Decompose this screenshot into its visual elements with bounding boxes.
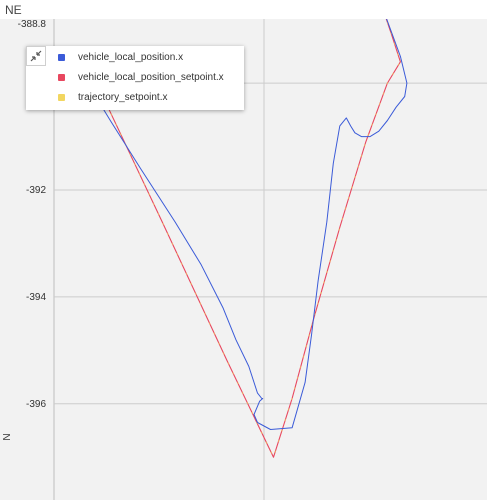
series-group [83, 19, 408, 458]
y-tick-label: -388.8 [18, 19, 47, 30]
legend-item-vehicle-local-position[interactable]: vehicle_local_position.x [58, 49, 183, 65]
legend-swatch [58, 73, 65, 81]
panel-title-bar: NE [0, 0, 487, 20]
legend-item-vehicle-local-position-setpoint[interactable]: vehicle_local_position_setpoint.x [58, 69, 224, 85]
legend-swatch [58, 93, 65, 101]
y-axis-title: N [2, 433, 13, 440]
series-line-vehicle-local-position-x[interactable] [83, 19, 408, 430]
y-tick-label: -392 [26, 185, 46, 196]
legend-item-trajectory-setpoint[interactable]: trajectory_setpoint.x [58, 89, 168, 105]
legend-label: vehicle_local_position.x [78, 51, 184, 63]
y-tick-label: -394 [26, 292, 46, 303]
legend-label: vehicle_local_position_setpoint.x [78, 71, 224, 83]
legend: vehicle_local_position.x vehicle_local_p… [26, 46, 244, 110]
y-tick-label: -396 [26, 399, 46, 410]
legend-collapse-button[interactable] [26, 46, 46, 66]
series-line-vehicle-local-position-setpoint-x[interactable] [101, 19, 401, 458]
collapse-arrows-icon [30, 50, 42, 62]
panel-title: NE [5, 3, 22, 17]
legend-swatch [58, 53, 65, 61]
legend-label: trajectory_setpoint.x [78, 91, 168, 103]
